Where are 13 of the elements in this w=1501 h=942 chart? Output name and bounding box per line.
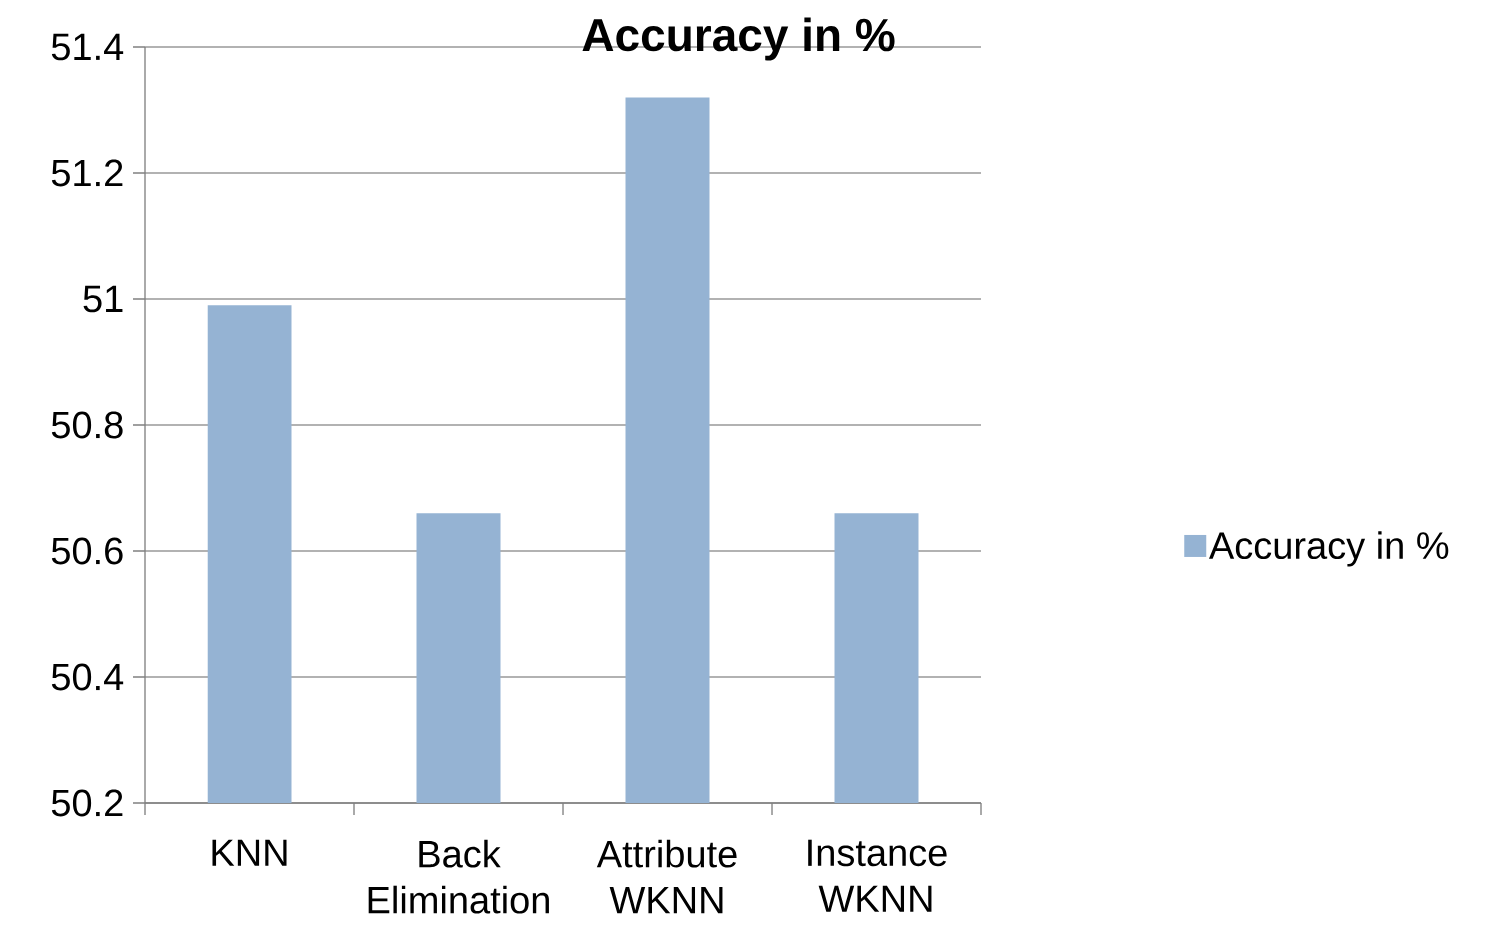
y-tick-label: 50.8	[51, 411, 123, 439]
legend-label: Accuracy in %	[1209, 531, 1449, 567]
x-tick-label: KNN	[212, 839, 287, 866]
y-tick-label: 50.2	[51, 789, 123, 817]
y-tick-label: 51.2	[51, 159, 123, 187]
x-tick-label: Back Elimination	[368, 839, 549, 914]
y-tick-label: 50.4	[51, 663, 124, 691]
y-tick-label: 51	[83, 285, 123, 313]
x-tick-label: Attribute WKNN	[596, 839, 737, 914]
y-tick-label: 51.4	[51, 33, 124, 61]
y-tick-label: 50.6	[51, 537, 123, 565]
x-tick-label: Instance WKNN	[808, 839, 947, 912]
chart-title: Accuracy in %	[582, 17, 895, 61]
